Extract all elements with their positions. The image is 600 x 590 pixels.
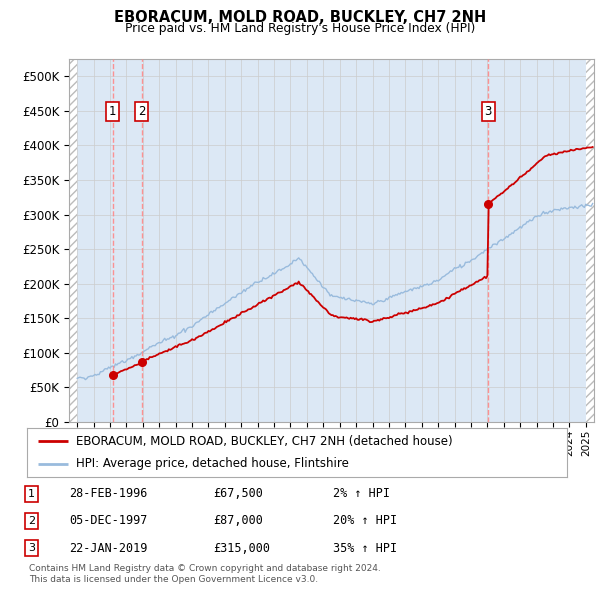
Text: 20% ↑ HPI: 20% ↑ HPI bbox=[333, 514, 397, 527]
Text: 2: 2 bbox=[28, 516, 35, 526]
Text: 1: 1 bbox=[109, 105, 116, 118]
Text: £87,000: £87,000 bbox=[213, 514, 263, 527]
Bar bbox=[69, 59, 77, 422]
Text: EBORACUM, MOLD ROAD, BUCKLEY, CH7 2NH: EBORACUM, MOLD ROAD, BUCKLEY, CH7 2NH bbox=[114, 10, 486, 25]
Text: This data is licensed under the Open Government Licence v3.0.: This data is licensed under the Open Gov… bbox=[29, 575, 318, 584]
Text: 3: 3 bbox=[28, 543, 35, 553]
Text: HPI: Average price, detached house, Flintshire: HPI: Average price, detached house, Flin… bbox=[76, 457, 349, 470]
Text: 3: 3 bbox=[485, 105, 492, 118]
Bar bbox=[586, 59, 594, 422]
Text: 1: 1 bbox=[28, 489, 35, 499]
Text: 2% ↑ HPI: 2% ↑ HPI bbox=[333, 487, 390, 500]
Text: £67,500: £67,500 bbox=[213, 487, 263, 500]
Text: EBORACUM, MOLD ROAD, BUCKLEY, CH7 2NH (detached house): EBORACUM, MOLD ROAD, BUCKLEY, CH7 2NH (d… bbox=[76, 435, 452, 448]
Text: £315,000: £315,000 bbox=[213, 542, 270, 555]
Text: 28-FEB-1996: 28-FEB-1996 bbox=[69, 487, 148, 500]
Text: 22-JAN-2019: 22-JAN-2019 bbox=[69, 542, 148, 555]
Text: Contains HM Land Registry data © Crown copyright and database right 2024.: Contains HM Land Registry data © Crown c… bbox=[29, 565, 380, 573]
Text: 35% ↑ HPI: 35% ↑ HPI bbox=[333, 542, 397, 555]
Text: Price paid vs. HM Land Registry's House Price Index (HPI): Price paid vs. HM Land Registry's House … bbox=[125, 22, 475, 35]
Text: 05-DEC-1997: 05-DEC-1997 bbox=[69, 514, 148, 527]
Text: 2: 2 bbox=[138, 105, 145, 118]
